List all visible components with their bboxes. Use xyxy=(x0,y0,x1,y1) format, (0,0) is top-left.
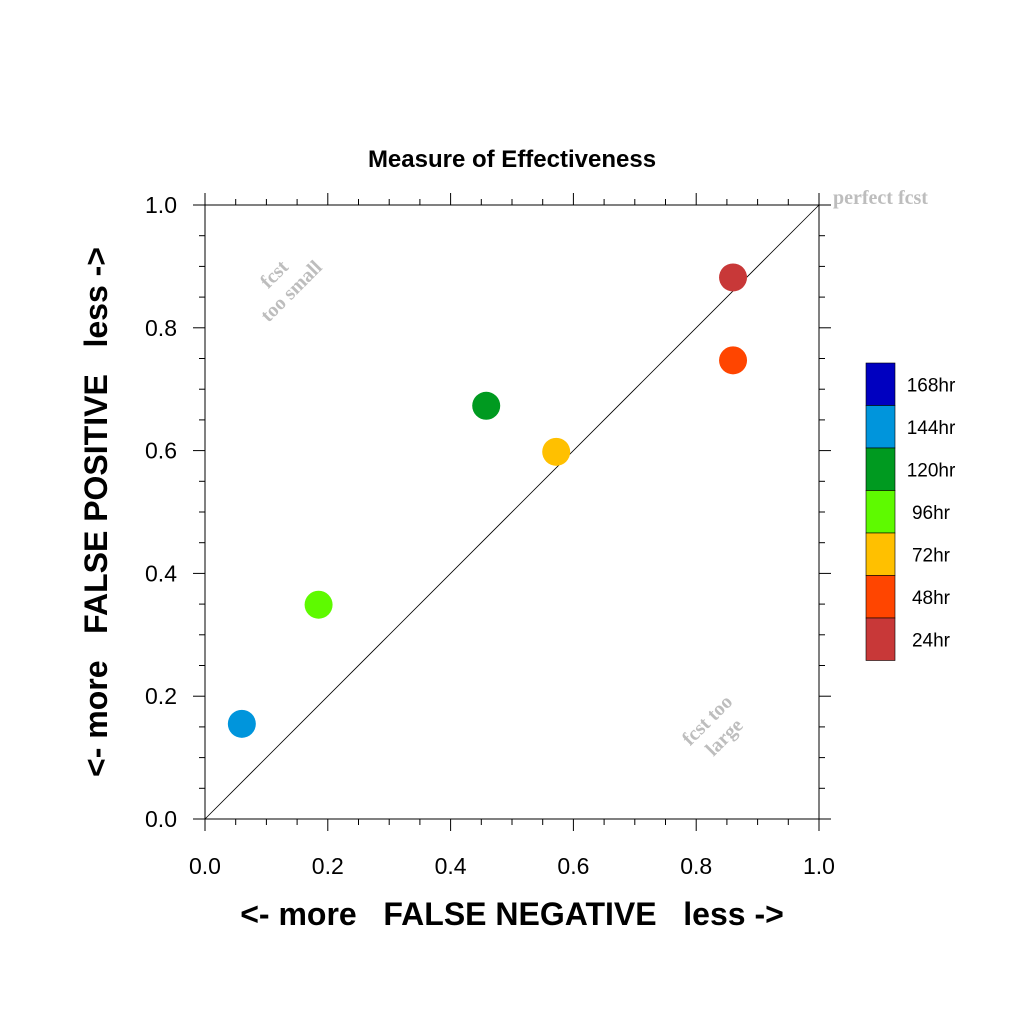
legend: 168hr 144hr 120hr 96hr 72hr 48hr 24hr xyxy=(865,362,956,661)
fcst-too-small-label: fcst too small xyxy=(256,256,327,327)
data-point-24hr xyxy=(719,263,748,292)
legend-swatch-144hr xyxy=(865,405,896,449)
x-tick-label: 0.8 xyxy=(680,853,712,879)
y-tick-label: 1.0 xyxy=(145,192,177,218)
legend-label-72hr: 72hr xyxy=(912,545,951,566)
x-tick-label: 0.2 xyxy=(312,853,344,879)
fcst-too-large-label: fcst too large xyxy=(678,691,748,761)
legend-swatch-168hr xyxy=(865,362,896,406)
x-tick-label: 1.0 xyxy=(803,853,835,879)
y-tick-labels: 0.0 0.2 0.4 0.6 0.8 1.0 xyxy=(145,192,177,832)
legend-label-168hr: 168hr xyxy=(907,375,956,396)
y-tick-label: 0.2 xyxy=(145,683,177,709)
legend-label-24hr: 24hr xyxy=(912,630,951,651)
data-point-72hr xyxy=(542,437,571,466)
legend-swatch-120hr xyxy=(865,447,896,491)
data-point-96hr xyxy=(304,590,333,619)
legend-label-96hr: 96hr xyxy=(912,503,951,524)
legend-swatch-48hr xyxy=(865,575,896,619)
y-tick-label: 0.6 xyxy=(145,438,177,464)
data-point-144hr xyxy=(227,709,256,738)
x-tick-label: 0.0 xyxy=(189,853,221,879)
y-tick-label: 0.0 xyxy=(145,806,177,832)
ticks xyxy=(193,193,831,831)
x-tick-label: 0.6 xyxy=(557,853,589,879)
legend-swatch-72hr xyxy=(865,532,896,576)
legend-label-120hr: 120hr xyxy=(907,460,956,481)
legend-label-144hr: 144hr xyxy=(907,418,956,439)
diagonal-line xyxy=(204,204,820,820)
x-tick-label: 0.4 xyxy=(435,853,467,879)
perfect-fcst-label: perfect fcst xyxy=(833,187,928,209)
y-tick-label: 0.8 xyxy=(145,315,177,341)
data-point-48hr xyxy=(719,346,748,375)
data-point-120hr xyxy=(472,391,501,420)
data-points xyxy=(227,263,748,738)
legend-swatch-24hr xyxy=(865,617,896,661)
x-tick-labels: 0.0 0.2 0.4 0.6 0.8 1.0 xyxy=(189,853,835,879)
x-axis-label: <- more FALSE NEGATIVE less -> xyxy=(240,896,784,932)
chart-title: Measure of Effectiveness xyxy=(368,146,656,173)
legend-label-48hr: 48hr xyxy=(912,588,951,609)
legend-swatch-96hr xyxy=(865,490,896,534)
y-axis-label: <- more FALSE POSITIVE less -> xyxy=(78,247,114,777)
y-tick-label: 0.4 xyxy=(145,560,177,586)
